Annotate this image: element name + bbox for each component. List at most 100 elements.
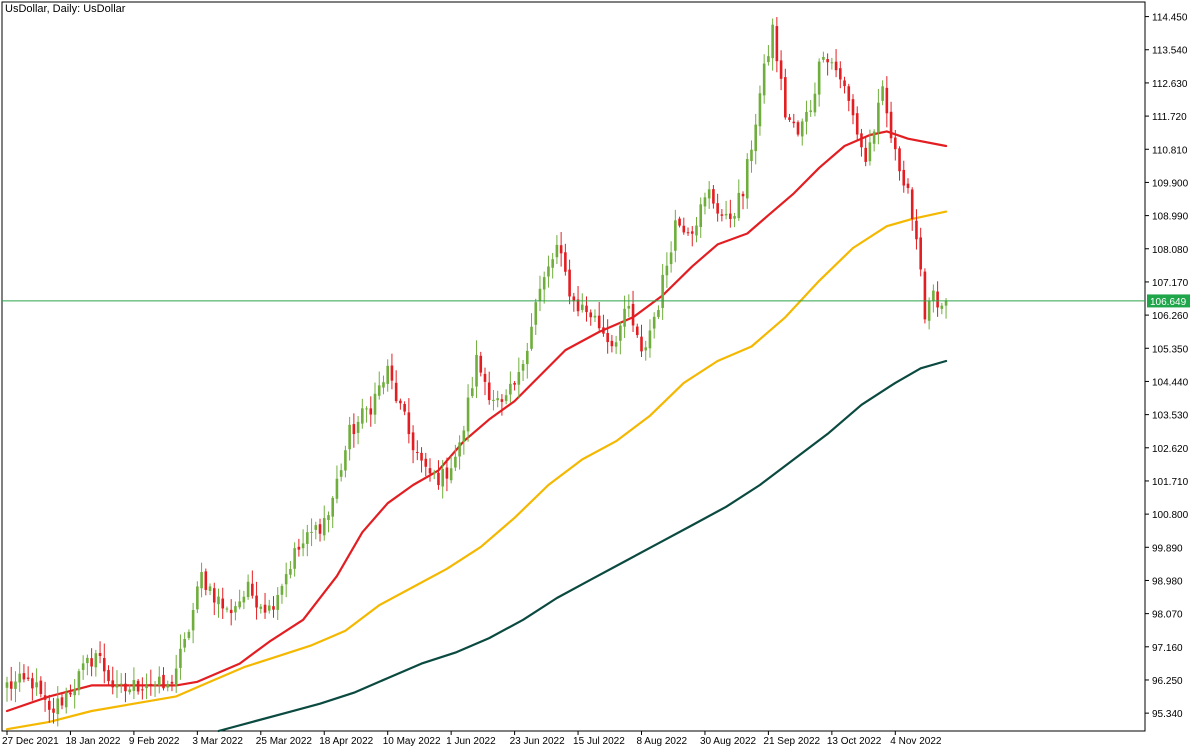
candle-body [9,681,13,689]
candle [107,665,110,686]
candle [589,309,593,326]
candle-body [157,676,161,686]
candle-body [331,497,335,517]
candle [145,673,148,700]
candle [792,113,796,128]
candle-body [267,605,271,611]
candle [822,51,825,63]
candle-body [26,677,30,679]
candle-body [754,124,758,152]
candle [932,284,935,313]
candle [31,672,34,701]
candle [644,340,648,361]
candle [369,396,373,427]
candle-body [530,326,533,349]
candle-body [538,288,542,301]
candle [661,263,664,320]
candle [52,697,55,724]
candle-body [669,252,673,265]
candle [597,302,601,331]
candle-body [170,681,174,684]
candle [542,271,546,304]
candle [64,687,68,714]
candle [56,686,60,727]
current-price-label: 106.649 [1150,297,1187,308]
candle [568,259,571,305]
candle-body [619,325,622,341]
candle [868,129,872,166]
candle [196,581,199,614]
y-tick-label: 100.800 [1152,510,1189,521]
candle-body [60,697,64,706]
candle [432,469,436,480]
candle-body [699,204,703,227]
candle-body [471,388,474,396]
candle [695,216,698,243]
candle-body [894,137,897,150]
candle-body [800,121,804,137]
candle [839,61,842,89]
candle [631,290,635,332]
candle-body [564,252,567,272]
candle-body [458,442,461,457]
y-tick-label: 112.630 [1152,79,1188,90]
candle [352,413,356,448]
candle-body [183,638,186,648]
candle [944,298,948,319]
candle-body [644,347,648,351]
candle-body [902,169,906,186]
candle-body [149,683,153,686]
candle [263,592,267,619]
candle [60,692,64,710]
candle-body [56,698,60,715]
candle-body [441,468,444,487]
candle-body [432,471,436,474]
plot-frame [1,1,1146,732]
candle [784,68,787,120]
candle-body [365,408,368,410]
candle-body [204,571,208,590]
candle-body [631,303,635,326]
candle-body [86,657,89,664]
candle-body [919,237,922,270]
candle-body [52,708,55,713]
candle [246,574,250,600]
candle-body [762,63,766,96]
candle [272,596,275,618]
candle-body [136,680,140,692]
candle-body [318,524,322,534]
candle-body [606,333,609,343]
candle [627,294,631,318]
candle-body [212,588,216,603]
candle-body [128,689,131,693]
candle [234,601,237,621]
candle [898,146,901,181]
candle-body [174,668,178,686]
candle-body [940,305,944,309]
candle-body [500,399,504,402]
candle [915,209,918,250]
candle-body [263,604,267,613]
candle [310,518,313,547]
candle-body [661,274,664,308]
candle-body [234,606,237,613]
candle-body [369,408,373,415]
candle [610,334,614,353]
candle-body [504,395,508,401]
candle [251,570,254,599]
candle-body [69,692,72,695]
candle [132,667,136,700]
y-tick-label: 97.160 [1152,643,1183,654]
candle [779,50,783,91]
candle [5,676,9,702]
candle [580,293,584,313]
candle-body [889,111,893,139]
candle [229,599,233,626]
candle-body [851,99,855,116]
candle [466,384,470,442]
candle-body [936,291,939,308]
candle [800,118,804,146]
candle [877,88,880,145]
